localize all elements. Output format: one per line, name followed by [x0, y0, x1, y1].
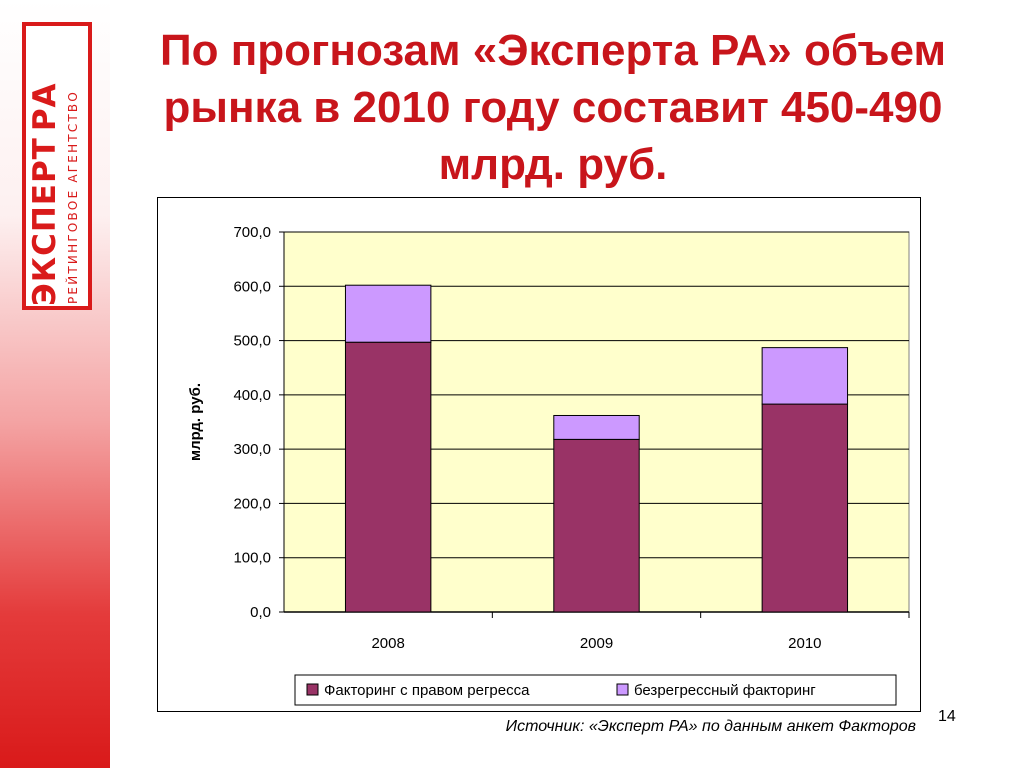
logo-inner-panel: [26, 26, 88, 306]
x-tick-label: 2009: [580, 635, 613, 652]
legend-swatch: [306, 683, 319, 696]
y-tick-label: 300,0: [233, 441, 271, 458]
logo-ra-word: РА: [27, 82, 63, 132]
bar-segment-recourse-2009: [553, 438, 640, 613]
title-line-3: млрд. руб.: [438, 140, 668, 189]
title-line-1: По прогнозам «Эксперта РА» объем: [159, 26, 946, 75]
expert-ra-logo: ЭКСПЕРТ РА РЕЙТИНГОВОЕ АГЕНТСТВО: [22, 22, 92, 310]
logo-brand-word: ЭКСПЕРТ: [27, 137, 63, 306]
bar-segment-non-recourse-2008: [344, 284, 432, 343]
bar-segment-non-recourse-2009: [553, 414, 640, 440]
title-line-2: рынка в 2010 году составит 450-490: [163, 83, 943, 132]
x-tick-label: 2008: [371, 635, 404, 652]
logo-subtitle: РЕЙТИНГОВОЕ АГЕНТСТВО: [66, 89, 80, 304]
legend-box: [294, 674, 897, 706]
plot-area: 0,0 100,0 200,0 300,0 400,0 500,0 600,0 700,0 20…: [233, 224, 910, 652]
x-tick-label: 2010: [788, 635, 821, 652]
bar-segment-non-recourse-2010: [761, 347, 849, 405]
bar-segment-recourse-2008: [344, 341, 432, 613]
source-note: Источник: «Эксперт РА» по данным анкет Ф…: [505, 718, 916, 735]
page-number: 14: [938, 708, 956, 725]
y-tick-label: 400,0: [233, 387, 271, 404]
chart-legend: Факторинг с правом регресса безрегрессный…: [294, 674, 897, 706]
bar-segment-recourse-2010: [761, 403, 849, 613]
legend-swatch: [616, 683, 629, 696]
y-tick-label: 500,0: [233, 333, 271, 350]
logo-main-text: ЭКСПЕРТ РА: [27, 26, 63, 306]
y-tick-label: 100,0: [233, 550, 271, 567]
y-axis-title: млрд. руб.: [187, 383, 204, 461]
legend-label: Факторинг с правом регресса: [324, 682, 530, 699]
chart-frame: 0,0 100,0 200,0 300,0 400,0 500,0 600,0 700,0 20…: [157, 197, 921, 712]
slide-title: По прогнозам «Эксперта РА» объем рынка в…: [128, 22, 978, 193]
y-tick-label: 200,0: [233, 495, 271, 512]
stacked-bar-chart: 0,0 100,0 200,0 300,0 400,0 500,0 600,0 700,0 20…: [187, 224, 910, 706]
y-tick-label: 600,0: [233, 278, 271, 295]
y-tick-label: 0,0: [250, 604, 271, 621]
legend-label: безрегрессный факторинг: [634, 682, 816, 699]
y-tick-label: 700,0: [233, 224, 271, 241]
